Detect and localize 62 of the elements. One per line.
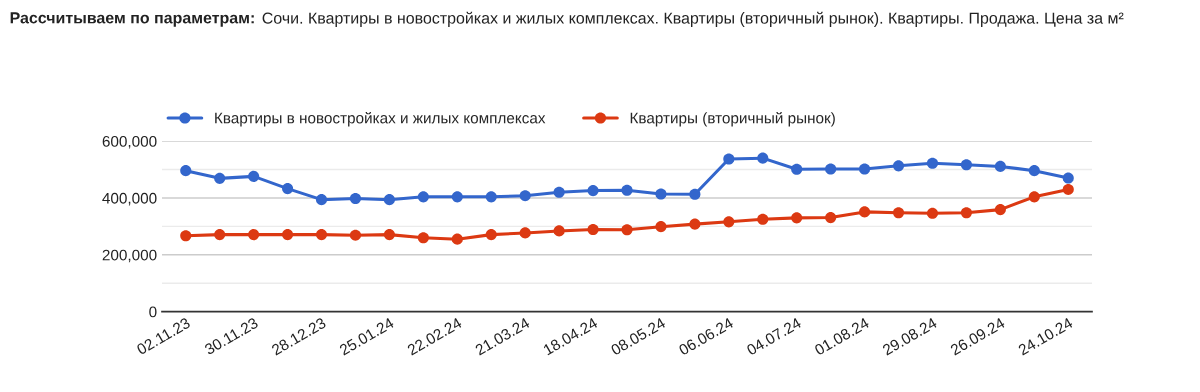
point [825,163,837,175]
legend-label: Квартиры в новостройках и жилых комплексах [215,111,546,127]
point [282,183,294,195]
point [485,229,497,241]
point [825,212,837,224]
point [859,206,871,218]
point [282,229,294,241]
point [519,190,531,202]
point [519,227,531,239]
point [587,185,599,197]
point [417,191,429,203]
point [723,153,735,165]
point [451,191,463,203]
point [383,194,395,206]
legend-label: Квартиры (вторичный рынок) [630,111,835,127]
point [553,225,565,237]
point [383,229,395,241]
point [926,207,939,219]
point [587,223,599,236]
point [248,170,260,182]
point [892,160,905,172]
y-tick-label: 0 [149,306,157,318]
y-tick-label: 600,000 [102,135,157,149]
point [1062,183,1074,195]
point [689,188,701,200]
point [451,233,463,245]
point [655,188,667,200]
point [791,212,803,224]
point [180,230,192,242]
point [926,157,939,169]
point [757,152,769,164]
point [892,207,905,219]
point [315,229,328,241]
point [960,207,972,219]
point [214,172,226,184]
point [791,163,803,175]
point [994,160,1006,172]
point [349,229,362,241]
point [1028,165,1040,177]
point [859,163,871,175]
point [1062,172,1074,184]
point [180,165,192,177]
point [757,213,769,225]
point [994,204,1006,216]
point [689,218,701,230]
chart-title: Рассчитываем по параметрам: [10,12,254,27]
y-tick-label: 400,000 [102,192,157,206]
point [1028,191,1040,203]
point [621,224,633,236]
point [417,232,429,244]
point [485,191,497,203]
point [214,229,226,241]
y-tick-label: 200,000 [102,249,157,263]
point [621,184,633,196]
point [349,192,362,205]
point [553,186,565,198]
point [655,221,667,233]
chart-subtitle: Сочи. Квартиры в новостройках и жилых комплексах. Квартиры (вторичный рынок). Квартиры. Продажа. Цена за м² [262,11,1124,27]
point [315,194,328,206]
point [723,216,735,228]
point [960,159,972,171]
point [248,229,260,241]
